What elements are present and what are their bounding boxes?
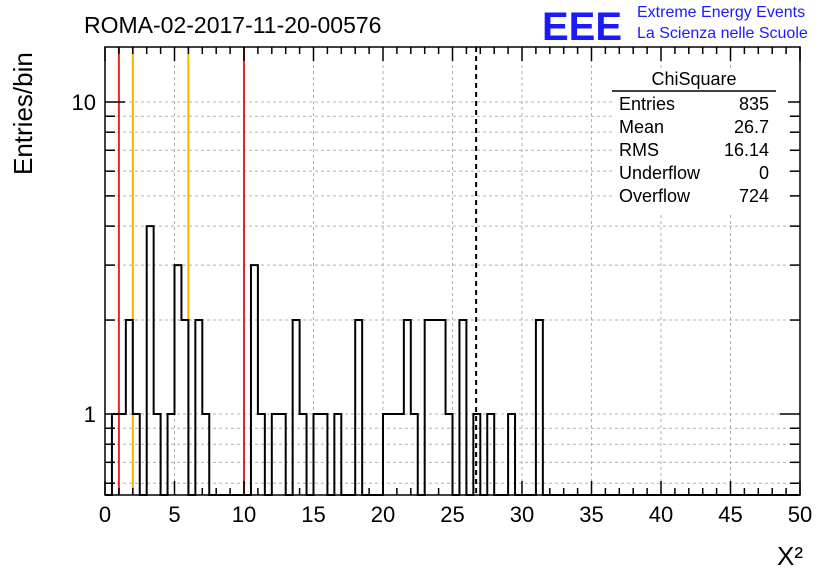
stats-row-label: RMS (619, 140, 659, 160)
x-tick-label: 5 (168, 502, 180, 527)
grid (105, 47, 800, 495)
stats-row-value: 0 (759, 163, 769, 183)
stats-row-value: 724 (739, 186, 769, 206)
stats-row-label: Entries (619, 94, 675, 114)
stats-box: ChiSquare Entries 835 Mean 26.7 RMS 16.14 Unde… (612, 68, 788, 212)
x-tick-label: 25 (440, 502, 464, 527)
x-tick-label: 40 (649, 502, 673, 527)
stats-row-label: Mean (619, 117, 664, 137)
y-tick-label: 1 (84, 402, 96, 427)
x-tick-label: 35 (579, 502, 603, 527)
stats-row-value: 26.7 (734, 117, 769, 137)
eee-logo: EEE Extreme Energy Events La Scienza nel… (542, 4, 808, 49)
logo-line-2: La Scienza nelle Scuole (637, 25, 808, 42)
stats-row-label: Underflow (619, 163, 701, 183)
chart-title: ROMA-02-2017-11-20-00576 (84, 12, 381, 38)
axis-ticks (104, 47, 801, 495)
logo-letters: EEE (542, 5, 622, 49)
stats-row-label: Overflow (619, 186, 691, 206)
x-tick-label: 50 (788, 502, 812, 527)
stats-row-value: 835 (739, 94, 769, 114)
x-tick-label: 15 (301, 502, 325, 527)
stats-rows: Entries 835 Mean 26.7 RMS 16.14 Underflow 0 Over… (619, 94, 769, 206)
y-axis-title: Entries/bin (8, 52, 38, 175)
stats-box-background (612, 68, 788, 212)
x-tick-label: 10 (232, 502, 256, 527)
x-tick-label: 20 (371, 502, 395, 527)
x-tick-label: 45 (718, 502, 742, 527)
x-tick-label: 0 (99, 502, 111, 527)
y-tick-label: 10 (72, 90, 96, 115)
x-axis-title: X² (777, 541, 803, 571)
x-tick-label: 30 (510, 502, 534, 527)
tick-labels: 0 5 10 15 20 25 30 35 40 45 50 1 10 (72, 90, 813, 527)
logo-line-1: Extreme Energy Events (637, 4, 805, 21)
stats-box-name: ChiSquare (651, 69, 736, 89)
stats-row-value: 16.14 (724, 140, 769, 160)
